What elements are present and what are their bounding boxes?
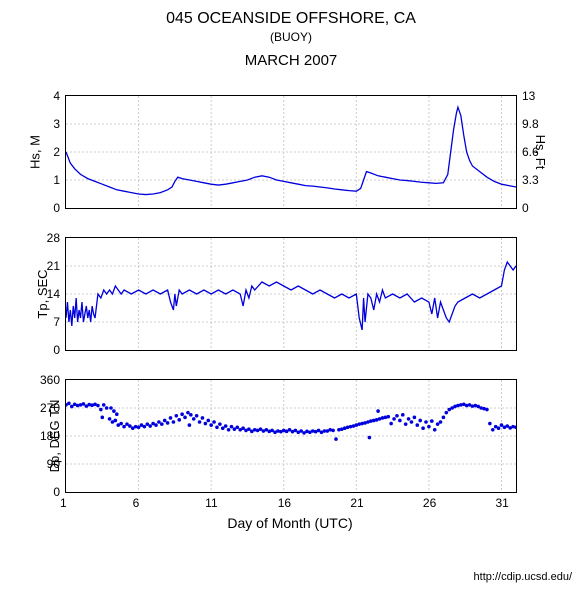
chart-dp: 090180270360161116212631Dp, DEG TN Day of… <box>65 379 517 531</box>
xtick-label: 1 <box>60 496 67 510</box>
ytick-label-right: 0 <box>522 201 529 215</box>
plot-area: 0123403.36.69.813Hs, MHs, Ft <box>65 95 517 209</box>
ylabel-right: Hs, Ft <box>533 135 548 170</box>
chart-hs: 0123403.36.69.813Hs, MHs, Ft <box>65 95 517 209</box>
ytick-label: 7 <box>53 315 60 329</box>
chart-svg <box>66 380 516 492</box>
ytick-label: 0 <box>53 343 60 357</box>
plot-area: 090180270360161116212631Dp, DEG TN <box>65 379 517 493</box>
ytick-label: 3 <box>53 117 60 131</box>
xtick-label: 26 <box>423 496 436 510</box>
xtick-label: 16 <box>278 496 291 510</box>
ytick-label: 0 <box>53 201 60 215</box>
ytick-label: 1 <box>53 173 60 187</box>
ylabel-left: Dp, DEG TN <box>47 400 62 473</box>
ylabel-left: Hs, M <box>27 135 42 169</box>
page: 045 OCEANSIDE OFFSHORE, CA (BUOY) MARCH … <box>0 10 582 591</box>
ytick-label: 360 <box>40 373 60 387</box>
chart-tp: 07142128Tp, SEC <box>65 237 517 351</box>
chart-svg <box>66 96 516 208</box>
xtick-label: 6 <box>133 496 140 510</box>
ytick-label: 0 <box>53 485 60 499</box>
ylabel-left: Tp, SEC <box>35 269 50 318</box>
xtick-label: 31 <box>495 496 508 510</box>
chart-stack: 0123403.36.69.813Hs, MHs, Ft 07142128Tp, … <box>65 95 517 559</box>
ytick-label-right: 9.8 <box>522 117 539 131</box>
xtick-label: 21 <box>350 496 363 510</box>
chart-svg <box>66 238 516 350</box>
ytick-label-right: 3.3 <box>522 173 539 187</box>
footer-url: http://cdip.ucsd.edu/ <box>474 571 572 583</box>
month-label: MARCH 2007 <box>0 52 582 69</box>
ytick-label: 4 <box>53 89 60 103</box>
ytick-label: 28 <box>47 231 60 245</box>
ytick-label-right: 13 <box>522 89 535 103</box>
page-subtitle: (BUOY) <box>0 30 582 44</box>
plot-area: 07142128Tp, SEC <box>65 237 517 351</box>
page-title: 045 OCEANSIDE OFFSHORE, CA <box>0 10 582 28</box>
xtick-label: 11 <box>205 496 217 510</box>
ytick-label: 2 <box>53 145 60 159</box>
xaxis-label: Day of Month (UTC) <box>65 515 515 531</box>
